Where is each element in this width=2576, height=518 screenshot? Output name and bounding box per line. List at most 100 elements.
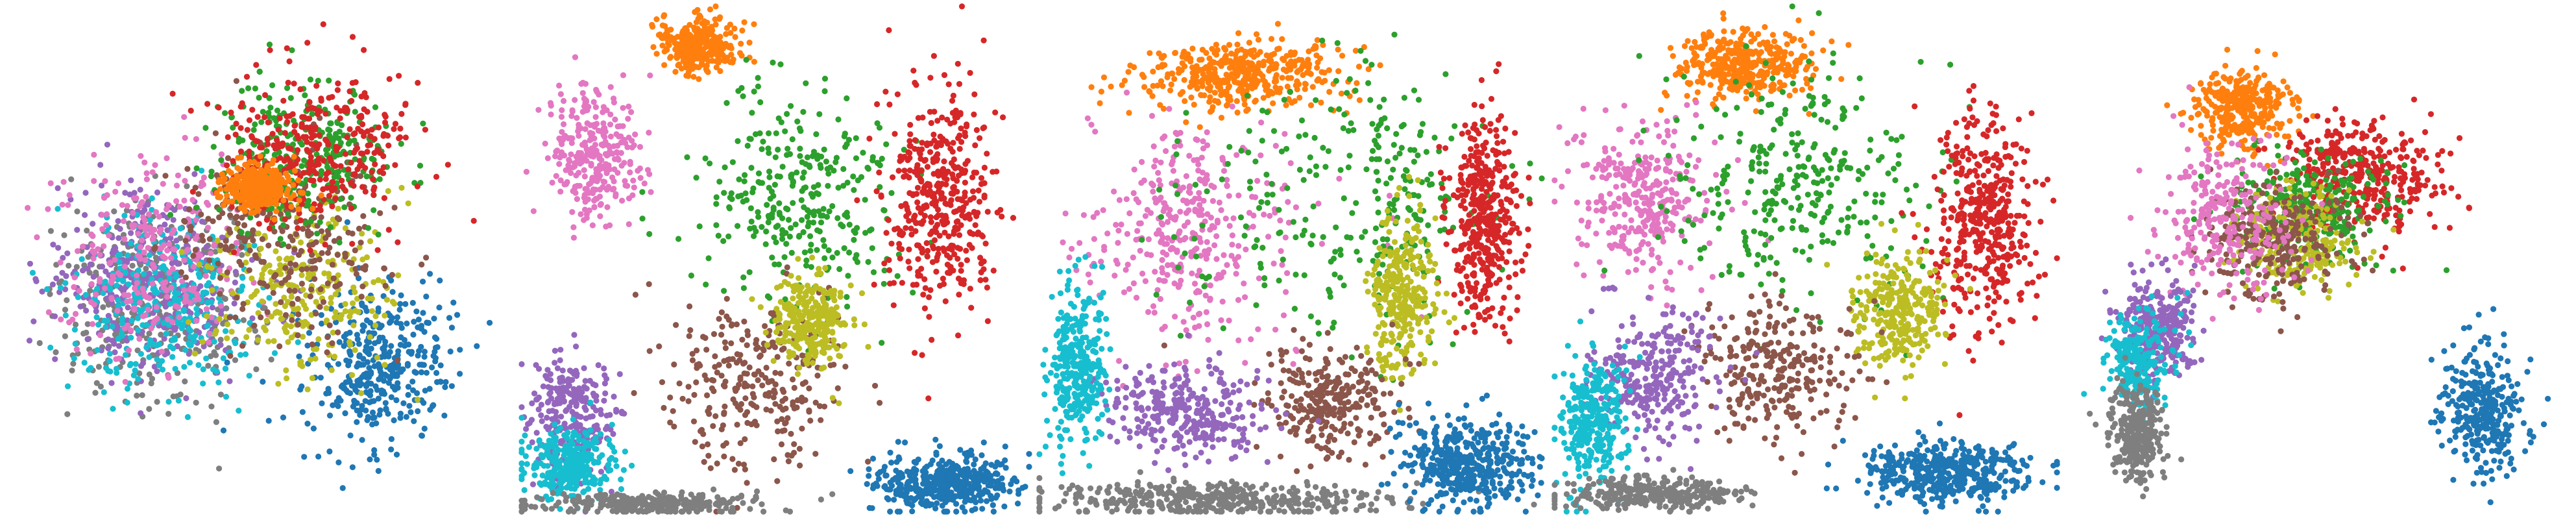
scatter-point-pink bbox=[570, 224, 577, 230]
scatter-point-brown bbox=[762, 323, 768, 329]
scatter-point-green bbox=[315, 77, 321, 84]
scatter-point-brown bbox=[212, 130, 219, 136]
scatter-point-green bbox=[816, 111, 823, 117]
scatter-point-red bbox=[348, 159, 354, 166]
scatter-point-pink bbox=[164, 293, 171, 300]
scatter-point-red bbox=[992, 109, 999, 116]
scatter-point-green bbox=[883, 141, 890, 147]
scatter-point-pink bbox=[136, 336, 143, 342]
scatter-point-red bbox=[355, 125, 361, 132]
scatter-point-olive bbox=[309, 375, 315, 382]
scatter-point-purple bbox=[131, 190, 138, 196]
scatter-point-red bbox=[232, 131, 239, 138]
scatter-point-red bbox=[943, 181, 949, 188]
scatter-point-purple bbox=[49, 281, 56, 288]
scatter-point-red bbox=[361, 47, 367, 53]
scatter-point-pink bbox=[127, 298, 134, 304]
scatter-point-pink bbox=[569, 209, 576, 216]
scatter-point-cyan bbox=[172, 290, 178, 296]
scatter-point-red bbox=[933, 268, 940, 275]
scatter-point-orange bbox=[242, 201, 249, 208]
scatter-point-red bbox=[982, 240, 989, 247]
scatter-point-red bbox=[308, 141, 315, 147]
scatter-point-pink bbox=[66, 191, 73, 199]
scatter-point-red bbox=[957, 245, 964, 252]
scatter-point-brown bbox=[714, 460, 720, 467]
scatter-point-purple bbox=[59, 269, 66, 276]
scatter-point-green bbox=[770, 193, 777, 199]
scatter-point-brown bbox=[736, 357, 743, 364]
scatter-point-green bbox=[238, 229, 245, 236]
scatter-point-red bbox=[973, 127, 980, 133]
scatter-point-green bbox=[773, 130, 779, 136]
scatter-point-brown bbox=[772, 344, 778, 351]
scatter-point-red bbox=[314, 110, 321, 117]
scatter-point-purple bbox=[84, 336, 91, 343]
scatter-point-purple bbox=[154, 368, 160, 375]
scatter-point-brown bbox=[772, 369, 779, 376]
scatter-point-green bbox=[881, 280, 887, 287]
scatter-point-gray bbox=[217, 391, 224, 398]
scatter-point-pink bbox=[152, 209, 160, 216]
scatter-point-pink bbox=[140, 286, 146, 292]
scatter-point-brown bbox=[693, 379, 699, 386]
scatter-point-brown bbox=[759, 382, 766, 389]
scatter-point-brown bbox=[240, 301, 247, 307]
scatter-point-purple bbox=[140, 277, 146, 283]
scatter-point-pink bbox=[648, 189, 654, 195]
scatter-point-red bbox=[894, 91, 901, 97]
scatter-point-purple bbox=[145, 201, 151, 208]
scatter-point-cyan bbox=[163, 330, 169, 337]
scatter-point-green bbox=[803, 80, 809, 86]
scatter-point-orange bbox=[728, 45, 735, 51]
scatter-point-blue bbox=[299, 409, 306, 415]
scatter-point-pink bbox=[125, 347, 132, 354]
scatter-point-red bbox=[969, 188, 977, 195]
scatter-point-purple bbox=[128, 230, 134, 236]
scatter-point-gray bbox=[123, 207, 130, 214]
scatter-point-green bbox=[688, 272, 694, 279]
scatter-point-brown bbox=[877, 400, 883, 406]
scatter-point-cyan bbox=[114, 369, 120, 376]
scatter-point-orange bbox=[232, 188, 238, 195]
scatter-point-olive bbox=[228, 328, 235, 335]
scatter-point-green bbox=[797, 128, 804, 134]
scatter-point-brown bbox=[729, 356, 736, 362]
scatter-point-red bbox=[291, 123, 298, 129]
scatter-point-brown bbox=[324, 249, 332, 256]
scatter-point-pink bbox=[143, 170, 150, 177]
scatter-point-green bbox=[721, 190, 727, 196]
scatter-point-olive bbox=[796, 364, 803, 371]
scatter-point-red bbox=[935, 188, 942, 195]
scatter-point-brown bbox=[784, 264, 790, 271]
scatter-point-pink bbox=[164, 155, 170, 162]
scatter-point-orange bbox=[273, 195, 280, 202]
scatter-point-green bbox=[801, 169, 807, 176]
scatter-point-blue bbox=[450, 299, 457, 306]
scatter-point-green bbox=[833, 154, 840, 161]
scatter-point-purple bbox=[122, 190, 128, 196]
scatter-point-red bbox=[962, 179, 968, 186]
scatter-point-cyan bbox=[101, 389, 107, 395]
scatter-point-brown bbox=[698, 426, 705, 433]
scatter-point-orange bbox=[693, 19, 699, 25]
scatter-point-purple bbox=[169, 260, 175, 267]
scatter-point-red bbox=[317, 177, 323, 183]
scatter-point-pink bbox=[79, 243, 86, 250]
scatter-point-blue bbox=[339, 485, 346, 491]
scatter-point-orange bbox=[270, 156, 276, 163]
scatter-point-red bbox=[332, 163, 339, 169]
scatter-point-red bbox=[945, 81, 952, 88]
scatter-point-brown bbox=[721, 358, 727, 364]
scatter-point-red bbox=[954, 60, 961, 67]
scatter-point-gray bbox=[36, 339, 43, 347]
scatter-point-brown bbox=[791, 441, 797, 447]
scatter-point-red bbox=[978, 232, 985, 238]
scatter-point-green bbox=[256, 68, 263, 75]
scatter-point-red bbox=[940, 221, 947, 228]
scatter-point-gray bbox=[252, 328, 258, 334]
scatter-point-gray bbox=[253, 366, 260, 373]
scatter-point-red bbox=[885, 217, 892, 223]
scatter-point-olive bbox=[795, 256, 801, 262]
scatter-point-brown bbox=[286, 243, 292, 250]
